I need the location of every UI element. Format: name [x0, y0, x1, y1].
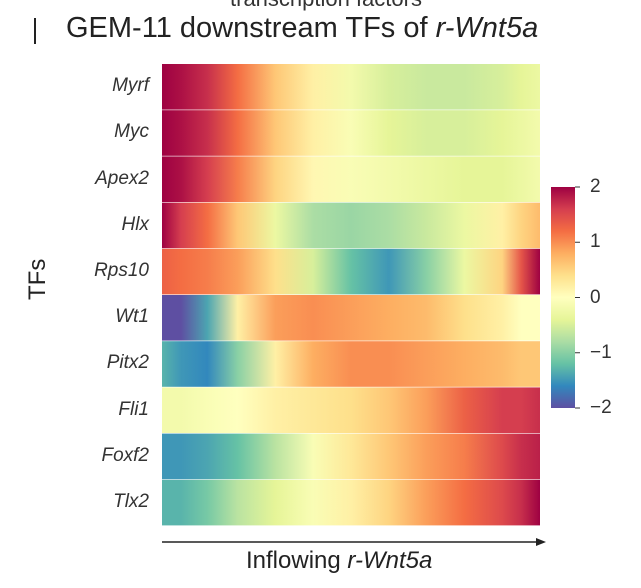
colorbar-tick-label: −1 — [590, 341, 612, 363]
x-axis-label-prefix: Inflowing — [246, 547, 348, 574]
row-label-foxf2: Foxf2 — [101, 444, 149, 466]
colorbar-gradient — [551, 187, 575, 408]
colorbar-tick-label: −2 — [590, 397, 612, 418]
colorbar — [551, 186, 580, 409]
x-axis-arrowhead — [536, 538, 546, 546]
heatmap-row-apex2 — [162, 156, 540, 202]
heatmap-row-hlx — [162, 202, 540, 249]
heatmap-rows — [162, 64, 540, 526]
heatmap-row-foxf2 — [162, 433, 540, 480]
heatmap-row-rps10 — [162, 248, 540, 295]
title-divider — [34, 18, 36, 44]
colorbar-tick-label: 0 — [590, 286, 601, 308]
row-label-myc: Myc — [114, 121, 149, 143]
title-gene: r-Wnt5a — [435, 12, 539, 44]
x-axis-label: Inflowing r-Wnt5a — [246, 547, 432, 575]
row-label-hlx: Hlx — [121, 213, 149, 235]
top-partial-text: transcription factors — [230, 0, 422, 12]
x-axis-label-gene: r-Wnt5a — [347, 547, 433, 574]
row-label-pitx2: Pitx2 — [106, 352, 149, 374]
row-label-rps10: Rps10 — [94, 259, 149, 281]
chart-title: GEM-11 downstream TFs of r-Wnt5a — [66, 12, 538, 45]
row-label-tlx2: Tlx2 — [113, 490, 149, 512]
row-label-apex2: Apex2 — [95, 167, 149, 189]
heatmap-row-myc — [162, 110, 540, 156]
row-label-myrf: Myrf — [112, 75, 149, 97]
heatmap-row-pitx2 — [162, 341, 540, 387]
heatmap-row-myrf — [162, 64, 540, 110]
colorbar-tick-label: 1 — [590, 231, 601, 253]
row-label-wt1: Wt1 — [115, 306, 149, 328]
row-label-fli1: Fli1 — [118, 398, 149, 420]
heatmap-row-wt1 — [162, 295, 540, 341]
x-axis-arrow — [162, 538, 546, 546]
heatmap-row-fli1 — [162, 387, 540, 433]
heatmap-row-tlx2 — [162, 479, 540, 526]
title-prefix: GEM-11 downstream TFs of — [66, 12, 436, 44]
colorbar-tick-label: 2 — [590, 176, 601, 197]
